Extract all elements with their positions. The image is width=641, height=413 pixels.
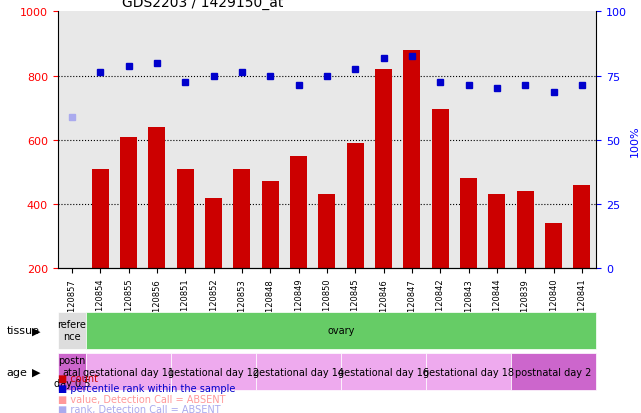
Bar	[262, 182, 279, 268]
Text: gestational day 12: gestational day 12	[168, 367, 259, 377]
Text: refere
nce: refere nce	[58, 320, 87, 341]
Bar	[403, 51, 420, 268]
Text: ▶: ▶	[32, 325, 40, 335]
Text: gestational day 14: gestational day 14	[253, 367, 344, 377]
Bar	[205, 198, 222, 268]
Bar	[148, 128, 165, 268]
FancyBboxPatch shape	[171, 353, 256, 390]
Text: ■ count: ■ count	[58, 373, 97, 383]
Text: gestational day 11: gestational day 11	[83, 367, 174, 377]
Bar	[432, 110, 449, 268]
FancyBboxPatch shape	[511, 353, 596, 390]
Bar	[120, 137, 137, 268]
FancyBboxPatch shape	[341, 353, 426, 390]
Bar	[92, 169, 109, 268]
Bar	[233, 169, 251, 268]
FancyBboxPatch shape	[58, 312, 86, 349]
Text: ■ rank, Detection Call = ABSENT: ■ rank, Detection Call = ABSENT	[58, 404, 221, 413]
FancyBboxPatch shape	[58, 353, 86, 390]
Text: ▶: ▶	[32, 367, 40, 377]
Bar	[290, 157, 307, 268]
Bar	[375, 70, 392, 268]
Text: gestational day 18: gestational day 18	[423, 367, 514, 377]
Text: ■ percentile rank within the sample: ■ percentile rank within the sample	[58, 383, 235, 393]
Text: postnatal day 2: postnatal day 2	[515, 367, 592, 377]
Text: age: age	[6, 367, 28, 377]
Bar	[319, 195, 335, 268]
Bar	[460, 179, 477, 268]
Text: gestational day 16: gestational day 16	[338, 367, 429, 377]
Bar	[177, 169, 194, 268]
FancyBboxPatch shape	[426, 353, 511, 390]
Bar	[545, 224, 562, 268]
FancyBboxPatch shape	[256, 353, 341, 390]
Text: ■ value, Detection Call = ABSENT: ■ value, Detection Call = ABSENT	[58, 394, 225, 404]
Bar	[488, 195, 506, 268]
Bar	[517, 192, 534, 268]
Text: tissue: tissue	[6, 325, 39, 335]
Text: ovary: ovary	[328, 325, 354, 335]
Bar	[347, 144, 363, 268]
FancyBboxPatch shape	[86, 353, 171, 390]
Bar	[574, 185, 590, 268]
Text: postn
atal
day 0.5: postn atal day 0.5	[54, 355, 90, 388]
FancyBboxPatch shape	[86, 312, 596, 349]
Text: GDS2203 / 1429150_at: GDS2203 / 1429150_at	[122, 0, 284, 10]
Y-axis label: 100%: 100%	[629, 125, 640, 156]
